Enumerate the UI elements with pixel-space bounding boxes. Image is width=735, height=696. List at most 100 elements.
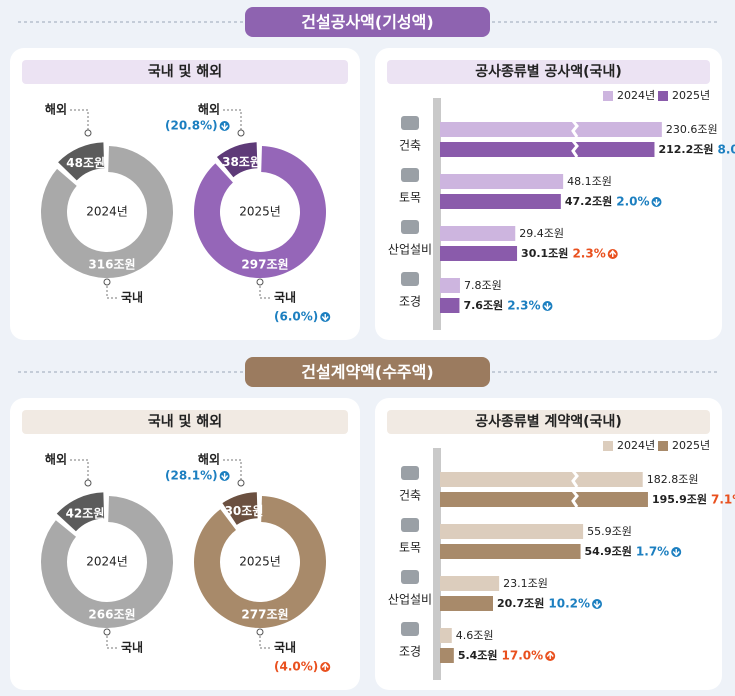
category-icon	[401, 622, 419, 636]
bar	[440, 492, 648, 507]
value-label: 5.4조원	[458, 648, 498, 662]
leader-dot	[84, 479, 92, 487]
change-label: (28.1%)	[165, 469, 218, 483]
category-label: 국내	[121, 290, 143, 305]
category-label: 토목	[399, 191, 421, 205]
change-label: (6.0%)	[274, 310, 318, 324]
value-label: 195.9조원	[652, 492, 707, 506]
category-label: 토목	[399, 541, 421, 555]
category-label: 해외	[198, 102, 220, 117]
leader-dot	[103, 628, 111, 636]
category-label: 해외	[45, 452, 67, 467]
bar	[440, 226, 516, 241]
category-icon	[401, 220, 419, 234]
change-arrow	[593, 601, 601, 609]
change-arrow	[543, 303, 552, 311]
category-icon	[401, 570, 419, 584]
change-label: 8.0%	[718, 143, 735, 157]
change-label: 1.7%	[636, 545, 669, 559]
leader-dot	[237, 129, 245, 137]
leader-dot	[256, 278, 264, 286]
change-label: 10.2%	[548, 597, 590, 611]
value-label: 182.8조원	[647, 473, 699, 486]
change-arrow	[672, 549, 680, 557]
change-arrow	[221, 473, 229, 481]
legend-swatch	[658, 91, 668, 101]
change-arrow	[609, 249, 617, 257]
donut-slice	[193, 146, 326, 278]
change-arrow	[321, 662, 329, 670]
donut-center-label: 2024년	[86, 555, 128, 569]
leader-line	[223, 459, 242, 481]
leader-dot	[103, 278, 111, 286]
value-label: 316조원	[88, 258, 135, 272]
value-label: 4.6조원	[456, 629, 494, 642]
value-label: 277조원	[241, 608, 288, 622]
category-label: 산업설비	[388, 593, 432, 607]
donut-slice	[194, 496, 327, 629]
change-arrow	[321, 314, 329, 322]
category-icon	[401, 116, 419, 130]
bar	[440, 174, 564, 189]
leader-line	[223, 109, 242, 131]
category-label: 국내	[121, 640, 143, 655]
bar	[440, 576, 500, 591]
panel-title: 공사종류별 공사액(국내)	[475, 63, 621, 80]
category-label: 건축	[399, 139, 421, 153]
legend-label: 2025년	[672, 439, 710, 452]
bar	[440, 122, 662, 137]
value-label: 29.4조원	[519, 227, 564, 240]
value-label: 7.8조원	[464, 279, 502, 292]
bar	[440, 142, 655, 157]
change-label: (20.8%)	[165, 119, 218, 133]
legend-swatch	[603, 441, 613, 451]
category-label: 해외	[45, 102, 67, 117]
value-label: 7.6조원	[463, 298, 503, 312]
donut-center-label: 2025년	[239, 555, 281, 569]
value-label: 47.2조원	[565, 194, 612, 208]
panel-title: 국내 및 해외	[148, 63, 222, 80]
section-title: 건설공사액(기성액)	[301, 13, 433, 32]
panel-title: 국내 및 해외	[148, 413, 222, 430]
legend-label: 2025년	[672, 89, 710, 102]
change-label: (4.0%)	[274, 660, 318, 674]
category-label: 국내	[274, 640, 296, 655]
value-label: 230.6조원	[666, 123, 718, 136]
legend-swatch	[603, 91, 613, 101]
category-label: 건축	[399, 489, 421, 503]
category-label: 해외	[198, 452, 220, 467]
change-label: 2.3%	[507, 299, 540, 313]
change-label: 2.0%	[616, 195, 649, 209]
value-label: 38조원	[222, 155, 261, 169]
bar	[440, 278, 460, 293]
bar	[440, 524, 584, 539]
category-axis	[433, 98, 441, 330]
leader-line	[70, 459, 89, 481]
category-axis	[433, 448, 441, 680]
change-arrow	[546, 651, 554, 659]
leader-dot	[256, 628, 264, 636]
bar	[440, 544, 581, 559]
panel-title-bar	[387, 60, 710, 84]
bar	[440, 596, 493, 611]
donut-center-label: 2025년	[239, 205, 281, 219]
panel-title-bar	[22, 410, 348, 434]
value-label: 48조원	[66, 156, 105, 170]
leader-line	[259, 632, 270, 649]
donut-slice	[58, 142, 105, 181]
leader-dot	[237, 479, 245, 487]
category-icon	[401, 168, 419, 182]
value-label: 55.9조원	[587, 525, 632, 538]
value-label: 48.1조원	[567, 175, 612, 188]
value-label: 54.9조원	[585, 544, 632, 558]
value-label: 212.2조원	[658, 142, 713, 156]
panel-title-bar	[22, 60, 348, 84]
value-label: 20.7조원	[497, 596, 544, 610]
category-icon	[401, 518, 419, 532]
axis-break	[571, 120, 579, 138]
change-label: 2.3%	[572, 247, 605, 261]
section-banner	[245, 7, 490, 37]
section-banner	[245, 357, 490, 387]
value-label: 30.1조원	[521, 246, 568, 260]
